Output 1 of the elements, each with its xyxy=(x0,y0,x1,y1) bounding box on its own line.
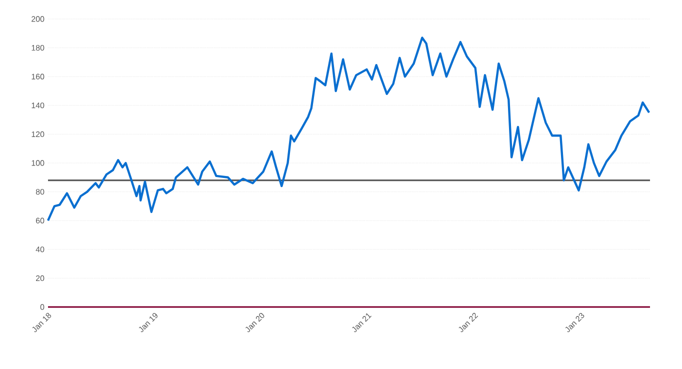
line-series xyxy=(46,36,650,222)
